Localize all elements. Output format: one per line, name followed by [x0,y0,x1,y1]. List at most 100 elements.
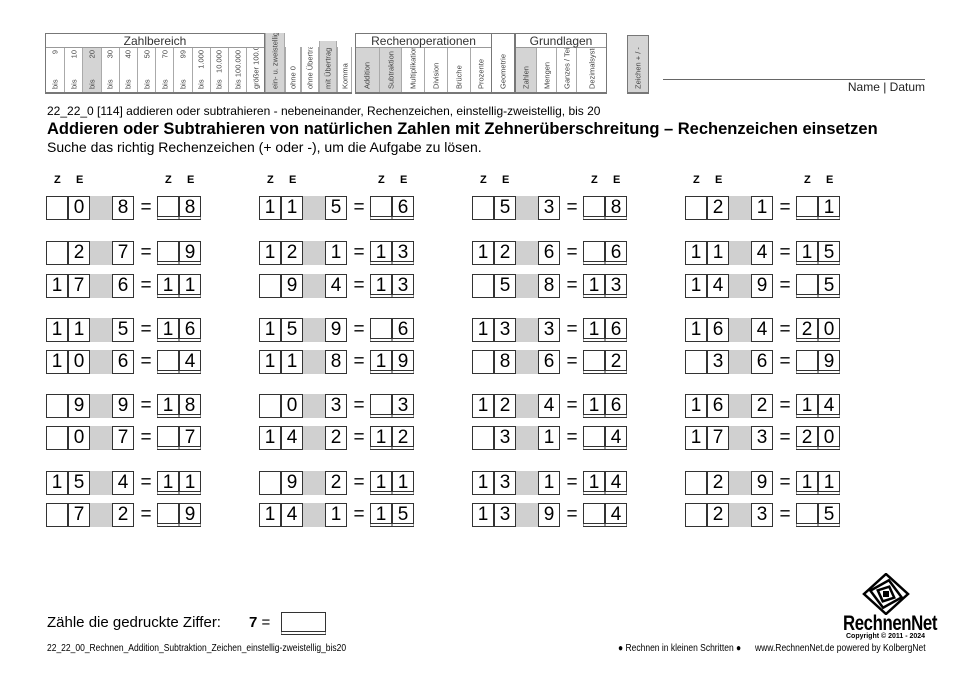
result-tens: 1 [157,274,179,298]
first-number-units: 5 [494,196,516,220]
worksheet-title: Addieren oder Subtrahieren von natürlich… [47,120,878,138]
result-units: 6 [605,394,627,418]
operator-blank[interactable] [729,350,751,374]
operator-blank[interactable] [516,350,538,374]
second-number: 2 [325,471,347,495]
equals-sign: = [779,319,791,340]
result-units: 2 [605,350,627,374]
zahlbereich-title: Zahlbereich [46,34,264,48]
result-tens: 2 [796,318,818,342]
first-number-tens: 1 [259,503,281,527]
operator-blank[interactable] [90,394,112,418]
operator-blank[interactable] [516,394,538,418]
e-column-label: E [289,174,297,186]
operator-blank[interactable] [729,471,751,495]
equals-sign: = [140,472,152,493]
equals-sign: = [566,242,578,263]
first-number-units: 0 [68,350,90,374]
operator-blank[interactable] [303,394,325,418]
operator-blank[interactable] [516,503,538,527]
operator-blank[interactable] [90,471,112,495]
range-value: 1.000 [196,50,206,69]
first-number-tens: 1 [46,350,68,374]
equals-sign: = [566,319,578,340]
result-tens: 1 [583,274,605,298]
zahlbereich-cell: 10.000 bis [209,48,228,92]
count-answer-box[interactable] [281,612,326,635]
operator-blank[interactable] [303,274,325,298]
operator-blank[interactable] [516,196,538,220]
zahlbereich-cell: 70 bis [155,48,173,92]
zahlbereich-cell: 10 bis [64,48,82,92]
operator-blank[interactable] [729,394,751,418]
count-equals: = [261,614,271,631]
zahlbereich-cell: größer 100.000 [246,48,264,92]
operator-blank[interactable] [303,241,325,265]
result-units: 5 [818,274,840,298]
operator-blank[interactable] [303,350,325,374]
grundlagen-label: Mengen [542,61,551,89]
operator-blank[interactable] [516,426,538,450]
operator-blank[interactable] [729,241,751,265]
operator-blank[interactable] [516,471,538,495]
operator-blank[interactable] [516,274,538,298]
first-number-units: 4 [281,426,303,450]
second-number: 9 [112,394,134,418]
operator-blank[interactable] [303,471,325,495]
second-number: 7 [112,241,134,265]
operator-blank[interactable] [729,196,751,220]
first-number-units: 1 [281,196,303,220]
operator-blank[interactable] [729,274,751,298]
result-units: 4 [818,394,840,418]
operator-blank[interactable] [303,196,325,220]
operator-blank[interactable] [516,241,538,265]
zahlbereich-cell: 40 bis [118,48,137,92]
operator-blank[interactable] [90,503,112,527]
operator-blank[interactable] [303,503,325,527]
range-prefix: bis [160,79,170,89]
range-prefix: bis [123,79,133,89]
first-number-units: 3 [494,426,516,450]
extra-label: ohne Übertrag [305,47,315,89]
result-units: 4 [605,471,627,495]
equals-sign: = [353,472,365,493]
second-number: 4 [112,471,134,495]
operator-blank[interactable] [729,503,751,527]
second-number: 4 [538,394,560,418]
operator-blank[interactable] [516,318,538,342]
operator-blank[interactable] [729,426,751,450]
result-tens [157,426,179,450]
first-number-units: 3 [494,318,516,342]
result-tens: 1 [370,471,392,495]
rechenoperationen-title: Rechenoperationen [356,34,491,48]
first-number-tens: 1 [259,318,281,342]
first-number-units: 7 [68,274,90,298]
z-column-label: Z [267,174,274,186]
result-units: 9 [392,350,414,374]
first-number-units: 0 [68,196,90,220]
first-number-tens [46,241,68,265]
range-prefix: bis [105,79,115,89]
operator-blank[interactable] [729,318,751,342]
name-date-line[interactable] [663,79,925,80]
first-number-tens: 1 [259,241,281,265]
extra-label: Komma [340,63,349,89]
operator-blank[interactable] [303,318,325,342]
operator-blank[interactable] [90,426,112,450]
first-number-units: 1 [707,241,729,265]
operator-blank[interactable] [90,196,112,220]
second-number: 1 [538,426,560,450]
equals-sign: = [779,395,791,416]
operator-blank[interactable] [90,318,112,342]
operator-blank[interactable] [90,241,112,265]
result-units: 7 [179,426,201,450]
result-tens: 1 [796,241,818,265]
result-units: 6 [605,241,627,265]
second-number: 4 [751,241,773,265]
range-value: 100.000 [233,50,243,78]
operator-blank[interactable] [90,350,112,374]
equals-sign: = [140,242,152,263]
operator-blank[interactable] [90,274,112,298]
operator-blank[interactable] [303,426,325,450]
range-value: 30 [105,50,115,59]
